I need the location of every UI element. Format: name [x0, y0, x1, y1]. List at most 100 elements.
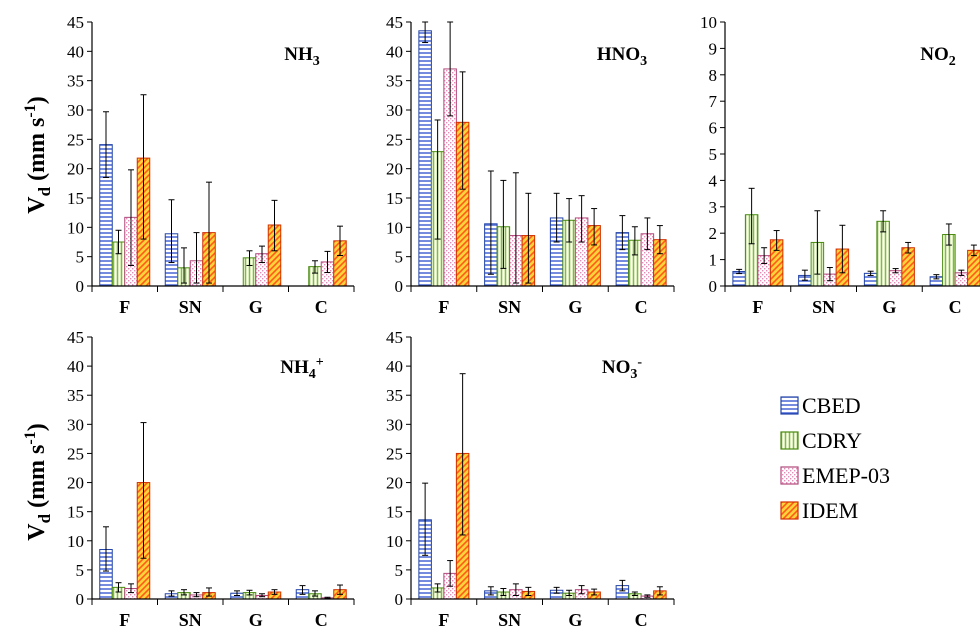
error-bar-no2-idem-sn: [839, 224, 846, 274]
y-tick-label-nh3-10: 10: [67, 218, 84, 237]
x-tick-label-nh3-f: F: [119, 297, 130, 317]
error-bar-nh3-cdry-c: [312, 260, 318, 274]
error-bar-hno3-cbed-g: [553, 192, 560, 243]
legend-entry-idem: IDEM: [780, 498, 858, 523]
error-bar-no2-cbed-f: [736, 268, 743, 275]
error-bar-no3minus-cbed-sn: [487, 586, 494, 596]
error-bar-no2-idem-g: [905, 241, 912, 254]
error-bar-nh3-idem-g: [271, 199, 278, 252]
x-tick-label-nh4plus-g: G: [249, 610, 263, 630]
y-tick-label-hno3-30: 30: [386, 101, 403, 120]
error-bar-no2-emep-03-c: [958, 269, 965, 276]
error-bar-no3minus-idem-c: [656, 586, 663, 596]
y-tick-label-nh4plus-5: 5: [76, 561, 85, 580]
y-tick-label-no2-4: 4: [709, 171, 718, 190]
y-tick-label-hno3-20: 20: [386, 160, 403, 179]
error-bar-no2-cbed-c: [933, 274, 940, 280]
error-bar-no2-cdry-g: [880, 210, 887, 233]
error-bar-nh3-idem-f: [140, 94, 147, 240]
error-bar-nh4plus-idem-g: [271, 589, 278, 595]
error-bar-no2-cbed-g: [867, 270, 874, 276]
panel-hno3: 0 5 10 15 20 25 30 35 40 45 F SN G C HNO3: [386, 13, 675, 317]
y-tick-label-no3minus-25: 25: [386, 444, 403, 463]
y-tick-label-nh4plus-10: 10: [67, 532, 84, 551]
y-tick-label-nh3-20: 20: [67, 160, 84, 179]
x-tick-label-no2-g: G: [882, 297, 896, 317]
error-bar-hno3-cbed-sn: [487, 170, 494, 275]
legend-label-emep-03: EMEP-03: [802, 463, 890, 488]
error-bar-hno3-cdry-f: [434, 119, 441, 240]
error-bar-nh4plus-cbed-f: [103, 526, 109, 572]
y-tick-label-no2-8: 8: [709, 66, 718, 85]
legend-entry-cbed: CBED: [780, 393, 861, 418]
error-bar-nh4plus-emep-03-sn: [193, 592, 200, 598]
y-tick-label-no3minus-30: 30: [386, 415, 403, 434]
error-bar-nh4plus-emep-03-f: [128, 583, 134, 594]
error-bar-hno3-cbed-f: [422, 21, 429, 44]
y-tick-label-nh4plus-30: 30: [67, 415, 84, 434]
legend: CBED CDRY EMEP-03 IDEM: [780, 393, 890, 523]
y-tick-label-nh3-45: 45: [67, 13, 84, 32]
error-bar-nh3-idem-sn: [206, 181, 212, 284]
y-tick-label-no3minus-5: 5: [395, 561, 404, 580]
error-bar-no2-cdry-c: [945, 223, 952, 246]
y-tick-label-nh3-30: 30: [67, 101, 84, 120]
x-tick-label-no3minus-f: F: [438, 610, 449, 630]
y-tick-label-hno3-15: 15: [386, 189, 403, 208]
panel-title-no2: NO2: [920, 44, 956, 69]
error-bar-no2-cdry-sn: [814, 210, 821, 275]
panel-nh4plus: 0 5 10 15 20 25 30 35 40 45 F SN G C NH4+: [67, 328, 355, 630]
legend-label-idem: IDEM: [802, 498, 858, 523]
error-bar-no3minus-cdry-g: [566, 589, 573, 597]
error-bar-no2-idem-c: [970, 244, 977, 257]
error-bar-nh4plus-cdry-c: [312, 590, 318, 597]
x-tick-label-nh3-c: C: [315, 297, 328, 317]
error-bar-no3minus-emep-03-f: [447, 560, 454, 587]
y-tick-label-hno3-40: 40: [386, 42, 403, 61]
error-bar-hno3-emep-03-sn: [512, 172, 519, 284]
error-bar-no3minus-cdry-sn: [500, 588, 507, 597]
error-bar-nh4plus-cbed-sn: [168, 590, 175, 597]
y-tick-label-no3minus-0: 0: [395, 590, 404, 609]
error-bar-hno3-idem-f: [459, 71, 466, 190]
error-bar-hno3-emep-03-f: [447, 21, 454, 117]
error-bar-nh4plus-cbed-c: [299, 585, 306, 595]
error-bar-no2-emep-03-g: [892, 268, 899, 274]
y-tick-label-nh4plus-0: 0: [76, 590, 85, 609]
error-bar-no2-emep-03-f: [761, 247, 768, 265]
y-tick-label-no3minus-45: 45: [386, 328, 403, 347]
legend-label-cdry: CDRY: [802, 428, 862, 453]
error-bar-hno3-idem-g: [591, 208, 598, 246]
y-tick-label-no2-10: 10: [700, 13, 717, 32]
error-bar-nh4plus-idem-f: [140, 422, 147, 559]
error-bar-hno3-cbed-c: [619, 215, 626, 251]
y-tick-label-nh4plus-25: 25: [67, 444, 84, 463]
error-bar-no3minus-cdry-f: [434, 583, 441, 593]
x-tick-label-hno3-f: F: [438, 297, 449, 317]
y-tick-label-hno3-5: 5: [395, 248, 404, 267]
error-bar-nh3-cbed-sn: [168, 199, 175, 264]
panel-title-hno3: HNO3: [597, 44, 647, 69]
error-bar-nh4plus-cbed-g: [234, 590, 240, 597]
error-bar-nh4plus-cdry-sn: [181, 589, 187, 596]
y-tick-label-no3minus-20: 20: [386, 474, 403, 493]
y-tick-label-nh3-5: 5: [76, 248, 85, 267]
y-tick-label-no2-2: 2: [709, 224, 718, 243]
error-bar-nh3-emep-03-g: [259, 245, 265, 264]
y-tick-label-nh4plus-15: 15: [67, 503, 84, 522]
error-bar-no2-cbed-sn: [801, 269, 808, 281]
error-bar-nh3-emep-03-sn: [193, 232, 200, 284]
y-tick-label-no2-1: 1: [709, 251, 718, 270]
error-bar-hno3-cdry-sn: [500, 179, 507, 269]
x-tick-label-nh4plus-sn: SN: [179, 610, 202, 630]
y-tick-label-hno3-10: 10: [386, 218, 403, 237]
y-tick-label-no2-3: 3: [709, 198, 718, 217]
error-bar-hno3-idem-c: [656, 225, 663, 255]
error-bar-hno3-cdry-g: [566, 198, 573, 243]
error-bar-hno3-emep-03-c: [644, 217, 651, 251]
legend-swatch-cbed: [780, 396, 799, 415]
y-tick-label-no2-9: 9: [709, 39, 718, 58]
panel-title-no3minus: NO3-: [602, 355, 643, 382]
x-tick-label-nh3-g: G: [249, 297, 263, 317]
x-tick-label-hno3-sn: SN: [498, 297, 521, 317]
